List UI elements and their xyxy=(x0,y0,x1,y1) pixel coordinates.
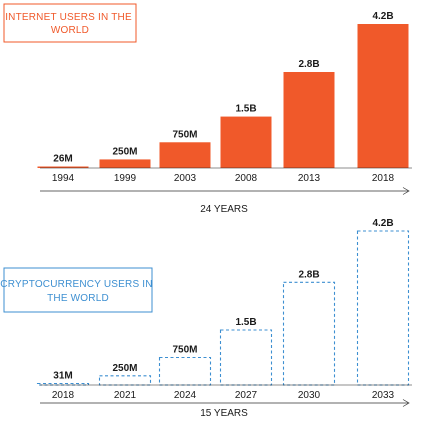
internet-chart-title: INTERNET USERS IN THE WORLD xyxy=(5,12,135,36)
crypto-category-label-2033: 2033 xyxy=(372,390,395,401)
internet-span-label: 24 YEARS xyxy=(200,204,248,215)
internet-bar-1994 xyxy=(37,166,89,168)
crypto-chart-title: CRYPTOCURRENCY USERS IN THE WORLD xyxy=(0,279,155,304)
crypto-title-box xyxy=(3,267,153,313)
crypto-value-label-2018: 31M xyxy=(53,371,72,382)
internet-value-label-2018: 4.2B xyxy=(372,11,393,22)
crypto-bars: 31M 2018 250M 2021 750M 2024 1.5B 2027 2.8B 2030 4… xyxy=(36,218,410,401)
internet-category-label-1999: 1999 xyxy=(114,173,137,184)
internet-category-label-2018: 2018 xyxy=(372,173,395,184)
internet-span-arrow xyxy=(40,187,410,195)
crypto-span-label: 15 YEARS xyxy=(200,408,248,419)
internet-value-label-2003: 750M xyxy=(172,129,197,140)
crypto-value-label-2021: 250M xyxy=(112,363,137,374)
internet-bar-2003 xyxy=(159,142,211,168)
internet-users-chart: INTERNET USERS IN THE WORLD 26M 1994 250M 1… xyxy=(3,3,412,215)
crypto-value-label-2024: 750M xyxy=(172,345,197,356)
crypto-category-label-2030: 2030 xyxy=(298,390,321,401)
internet-bars: 26M 1994 250M 1999 750M 2003 1.5B 2008 2.8B 2013 4… xyxy=(37,11,409,184)
internet-category-label-2003: 2003 xyxy=(174,173,197,184)
crypto-value-label-2027: 1.5B xyxy=(235,317,256,328)
internet-category-label-2013: 2013 xyxy=(298,173,321,184)
internet-category-label-2008: 2008 xyxy=(235,173,258,184)
internet-value-label-1999: 250M xyxy=(112,146,137,157)
internet-value-label-1994: 26M xyxy=(53,154,72,165)
internet-bar-2018 xyxy=(357,24,409,168)
internet-bar-1999 xyxy=(99,159,151,168)
crypto-title-line-1: CRYPTOCURRENCY USERS IN xyxy=(0,279,152,290)
crypto-title-line-2: THE WORLD xyxy=(47,293,109,304)
internet-bar-2008 xyxy=(220,116,272,168)
crypto-bar-2024 xyxy=(158,356,212,386)
internet-title-line-1: INTERNET USERS IN THE xyxy=(5,12,132,23)
crypto-users-chart: CRYPTOCURRENCY USERS IN THE WORLD 31M 201… xyxy=(0,218,412,419)
internet-title-line-2: WORLD xyxy=(51,25,89,36)
crypto-bar-2030 xyxy=(282,281,336,386)
internet-title-box xyxy=(3,3,137,43)
crypto-bar-2021 xyxy=(98,375,152,386)
internet-category-label-1994: 1994 xyxy=(52,173,75,184)
crypto-category-label-2027: 2027 xyxy=(235,390,258,401)
crypto-bar-2033 xyxy=(356,230,410,386)
crypto-span-arrow xyxy=(40,399,410,407)
crypto-value-label-2030: 2.8B xyxy=(298,269,319,280)
internet-value-label-2008: 1.5B xyxy=(235,104,256,115)
crypto-category-label-2024: 2024 xyxy=(174,390,197,401)
crypto-category-label-2018: 2018 xyxy=(52,390,75,401)
internet-bar-2013 xyxy=(283,72,335,168)
crypto-category-label-2021: 2021 xyxy=(114,390,137,401)
crypto-value-label-2033: 4.2B xyxy=(372,218,393,229)
internet-value-label-2013: 2.8B xyxy=(298,59,319,70)
crypto-bar-2027 xyxy=(219,329,273,386)
